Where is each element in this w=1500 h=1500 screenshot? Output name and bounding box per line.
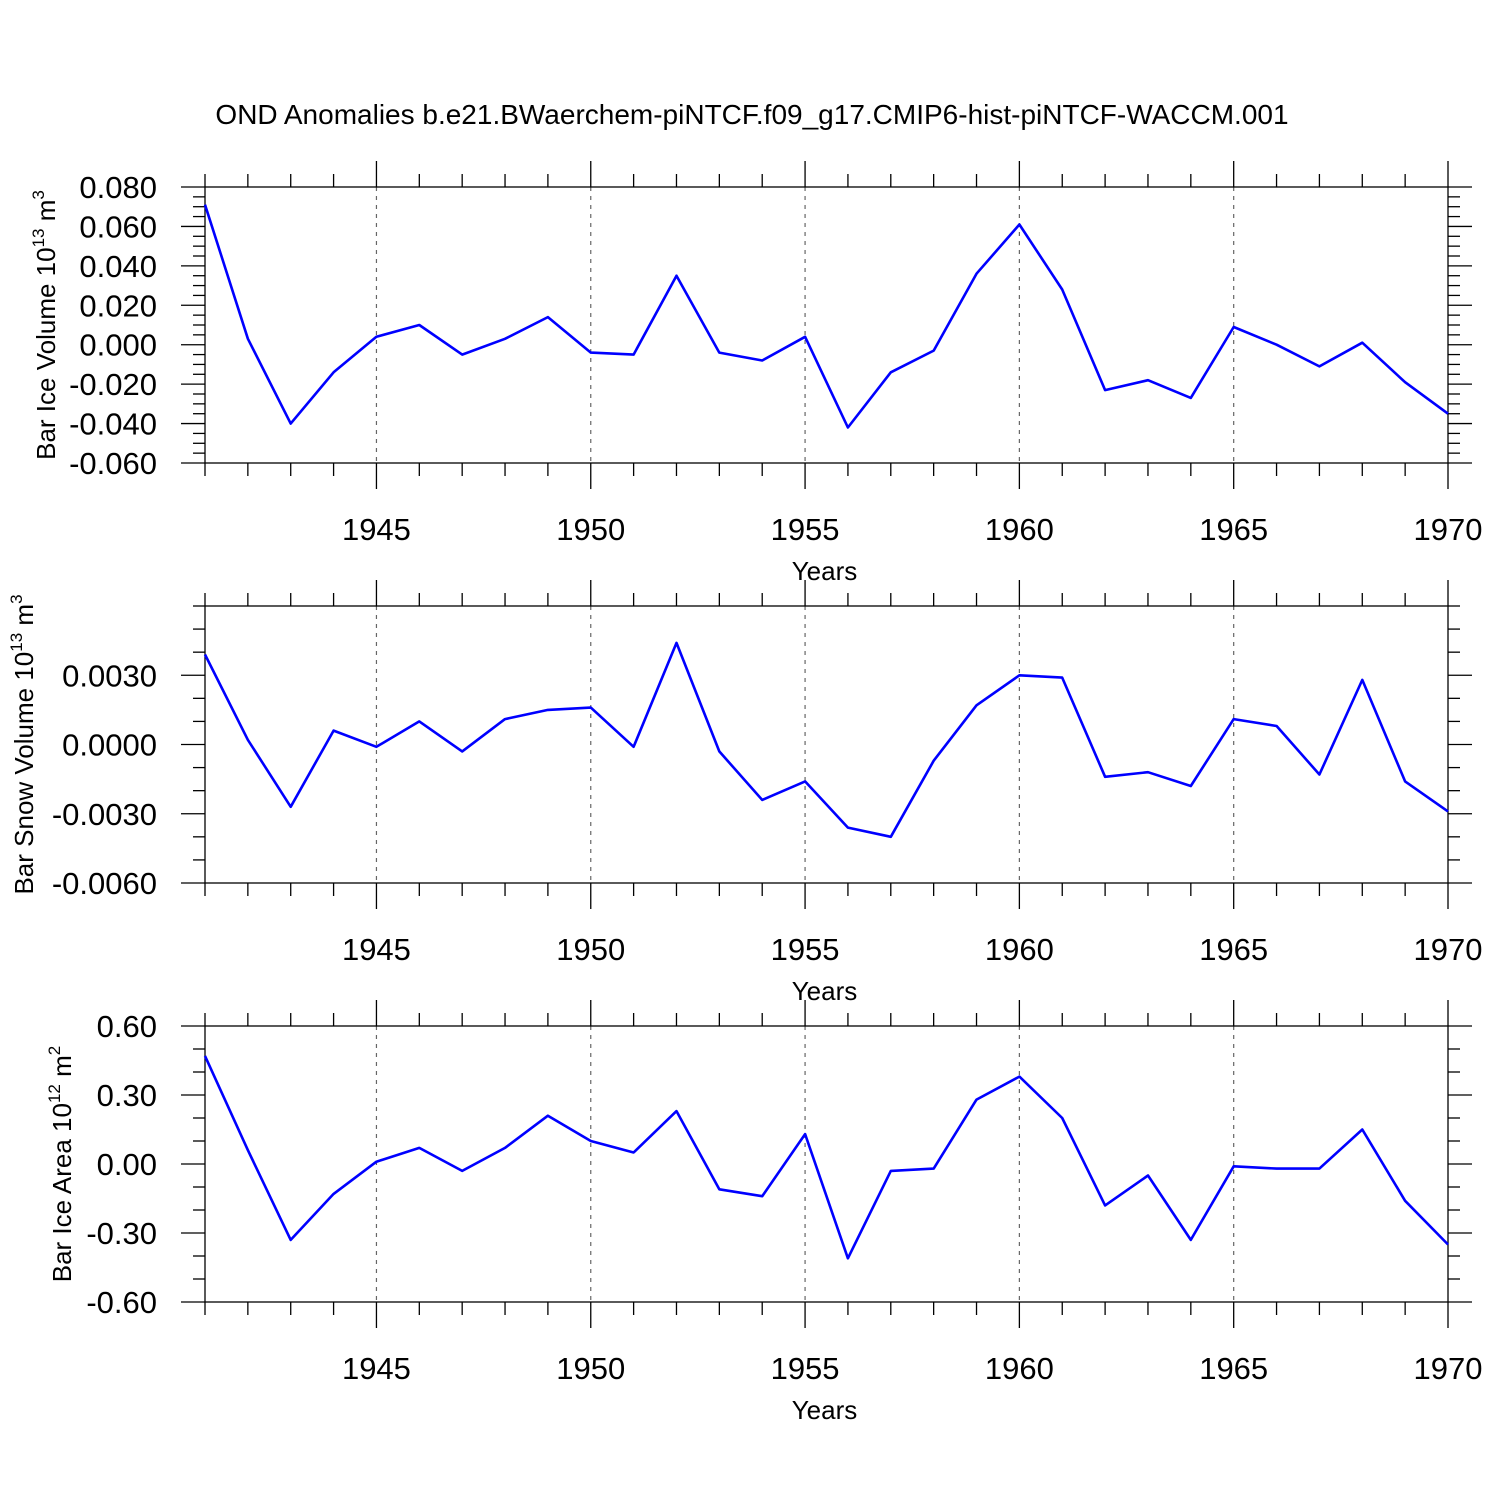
chart-panel-2: -0.0060 -0.0030 0.0000 0.0030 1945 1950 1955 19… xyxy=(7,580,1482,1006)
y-tick-label: 0.60 xyxy=(97,1009,157,1044)
y-tick-label: 0.0030 xyxy=(62,658,157,693)
y-tick-label: -0.0060 xyxy=(52,866,157,901)
y-axis-title-unit-exponent: 3 xyxy=(7,594,26,603)
plot-frame xyxy=(204,1025,1449,1303)
y-axis-title-unit: m xyxy=(47,1055,77,1084)
y-axis-title-unit-exponent: 2 xyxy=(45,1046,64,1055)
x-tick-label: 1970 xyxy=(1414,932,1483,967)
y-tick-label: -0.060 xyxy=(69,446,157,481)
x-tick-label: 1970 xyxy=(1414,512,1483,547)
y-axis-title: Bar Ice Area 1012 m2 xyxy=(45,1046,77,1283)
x-axis-title: Years xyxy=(792,1395,858,1425)
y-axis-title-text: Bar Ice Volume 10 xyxy=(31,247,61,459)
y-axis-title-text: Bar Snow Volume 10 xyxy=(9,652,39,895)
y-axis-title: Bar Ice Volume 1013 m3 xyxy=(29,190,61,460)
x-tick-label: 1945 xyxy=(342,932,411,967)
y-tick-label: 0.020 xyxy=(79,288,157,323)
plot-frame xyxy=(204,605,1449,884)
y-tick-label: 0.060 xyxy=(79,209,157,244)
y-axis-title-unit: m xyxy=(31,200,61,229)
y-axis-title-exponent: 12 xyxy=(45,1084,64,1103)
chart-panel-1: -0.060 -0.040 -0.020 0.000 0.020 0.040 0.060 0.… xyxy=(29,161,1482,586)
plot-frame xyxy=(204,186,1449,464)
x-axis-title: Years xyxy=(792,556,858,586)
x-tick-label: 1965 xyxy=(1199,932,1268,967)
y-tick-label: 0.00 xyxy=(97,1147,157,1182)
series-line xyxy=(203,641,1449,839)
y-tick-label: 0.080 xyxy=(79,170,157,205)
y-axis-title-text: Bar Ice Area 10 xyxy=(47,1103,77,1282)
y-tick-label: 0.30 xyxy=(97,1078,157,1113)
x-axis-title: Years xyxy=(792,976,858,1006)
y-axis-title-exponent: 13 xyxy=(7,633,26,652)
y-tick-label: -0.60 xyxy=(86,1285,157,1320)
x-tick-label: 1950 xyxy=(556,512,625,547)
x-tick-label: 1955 xyxy=(771,1351,840,1386)
x-tick-label: 1970 xyxy=(1414,1351,1483,1386)
y-axis-title: Bar Snow Volume 1013 m3 xyxy=(7,594,39,894)
x-tick-label: 1955 xyxy=(771,932,840,967)
panels: -0.060 -0.040 -0.020 0.000 0.020 0.040 0.060 0.… xyxy=(7,161,1482,1425)
y-tick-label: -0.040 xyxy=(69,407,157,442)
x-tick-label: 1945 xyxy=(342,512,411,547)
y-tick-label: 0.040 xyxy=(79,249,157,284)
series-line xyxy=(203,1055,1449,1260)
figure-title: OND Anomalies b.e21.BWaerchem-piNTCF.f09… xyxy=(215,99,1288,130)
y-axis-title-exponent: 13 xyxy=(29,228,48,247)
y-tick-label: -0.020 xyxy=(69,367,157,402)
x-tick-label: 1950 xyxy=(556,932,625,967)
x-tick-label: 1960 xyxy=(985,1351,1054,1386)
x-tick-label: 1965 xyxy=(1199,1351,1268,1386)
x-tick-label: 1960 xyxy=(985,932,1054,967)
y-axis-title-unit: m xyxy=(9,604,39,633)
x-tick-label: 1960 xyxy=(985,512,1054,547)
y-tick-label: 0.0000 xyxy=(62,728,157,763)
y-axis-title-unit-exponent: 3 xyxy=(29,190,48,199)
series-line xyxy=(203,204,1449,429)
x-tick-label: 1955 xyxy=(771,512,840,547)
y-tick-label: 0.000 xyxy=(79,328,157,363)
y-tick-label: -0.30 xyxy=(86,1216,157,1251)
chart-panel-3: -0.60 -0.30 0.00 0.30 0.60 1945 1950 1955 1960 19… xyxy=(45,1000,1482,1425)
y-tick-label: -0.0030 xyxy=(52,797,157,832)
x-tick-label: 1950 xyxy=(556,1351,625,1386)
x-tick-label: 1945 xyxy=(342,1351,411,1386)
x-tick-label: 1965 xyxy=(1199,512,1268,547)
